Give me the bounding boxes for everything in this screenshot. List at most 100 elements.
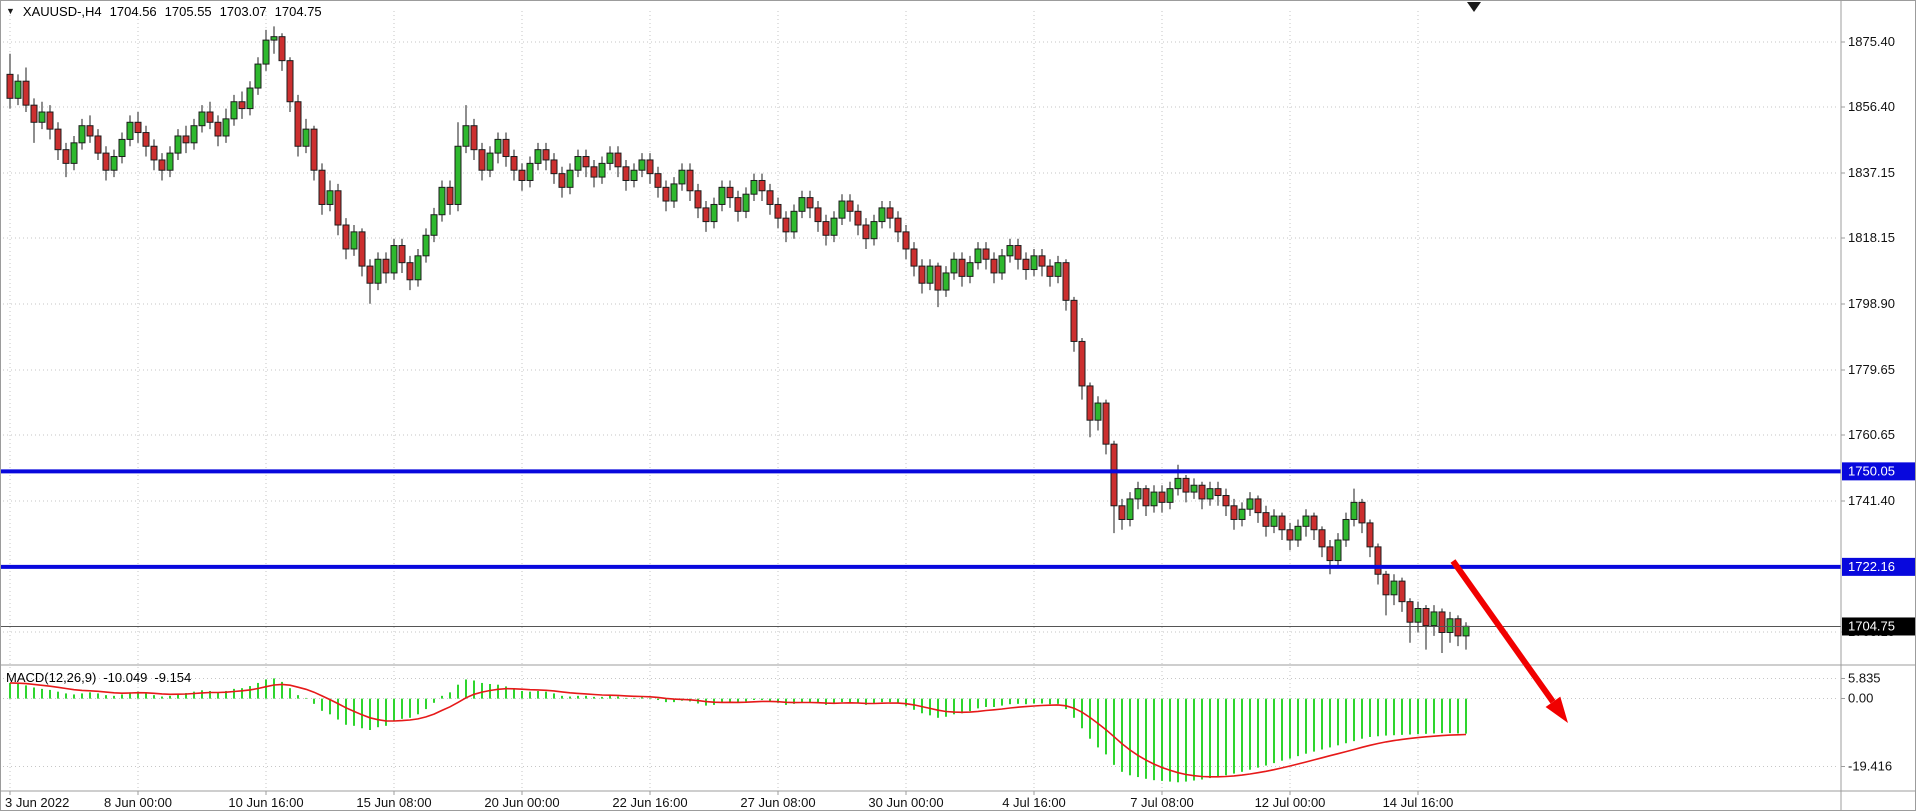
time-tick-label: 8 Jun 00:00: [104, 795, 172, 810]
bear-candle: [502, 138, 510, 158]
bear-candle: [518, 169, 526, 181]
bear-candle: [214, 121, 222, 137]
bull-candle: [166, 152, 174, 171]
bear-candle: [694, 190, 702, 209]
bear-candle: [654, 173, 662, 188]
bear-candle: [582, 156, 590, 168]
bear-candle: [102, 152, 110, 171]
bear-candle: [806, 197, 814, 209]
bear-candle: [766, 190, 774, 205]
bull-candle: [1390, 580, 1398, 596]
bull-candle: [598, 162, 606, 178]
bull-candle: [1054, 262, 1062, 277]
bear-candle: [286, 60, 294, 103]
bear-candle: [382, 258, 390, 274]
bear-candle: [1422, 608, 1430, 627]
bull-candle: [326, 190, 334, 205]
bull-candle: [566, 169, 574, 188]
bear-candle: [822, 221, 830, 236]
bull-candle: [254, 63, 262, 89]
bull-candle: [750, 179, 758, 195]
bull-candle: [1270, 515, 1278, 527]
bear-candle: [1014, 245, 1022, 260]
bear-candle: [22, 80, 30, 106]
bull-candle: [454, 145, 462, 205]
bull-candle: [1190, 484, 1198, 493]
bear-candle: [1118, 505, 1126, 520]
macd-tick-label: 0.00: [1848, 691, 1873, 706]
bear-candle: [918, 265, 926, 284]
time-tick-label: 22 Jun 16:00: [612, 795, 687, 810]
bull-candle: [526, 162, 534, 181]
bull-candle: [878, 207, 886, 223]
bull-candle: [606, 152, 614, 164]
bear-candle: [814, 207, 822, 223]
macd-signal-line: [9, 682, 1467, 778]
symbol-info-bar: ▼ XAUUSD-,H4 1704.56 1705.55 1703.07 170…: [6, 4, 322, 19]
bear-candle: [854, 210, 862, 226]
bear-candle: [1198, 484, 1206, 500]
bear-candle: [1038, 255, 1046, 267]
time-tick-label: 3 Jun 2022: [5, 795, 69, 810]
bull-candle: [1350, 501, 1358, 520]
bull-candle: [270, 36, 278, 41]
bull-candle: [374, 258, 382, 284]
bear-candle: [542, 149, 550, 161]
low-value: 1703.07: [219, 4, 267, 19]
bull-candle: [1150, 491, 1158, 507]
bull-candle: [1246, 498, 1254, 510]
bear-candle: [1214, 488, 1222, 497]
bull-candle: [430, 214, 438, 236]
time-tick-label: 15 Jun 08:00: [356, 795, 431, 810]
bear-candle: [590, 166, 598, 178]
bear-candle: [150, 145, 158, 161]
bear-candle: [510, 156, 518, 171]
macd-tick-label: 5.835: [1848, 670, 1881, 685]
price-tick-label: 1741.40: [1848, 493, 1895, 508]
price-scale-area[interactable]: [1841, 1, 1916, 811]
bear-candle: [406, 262, 414, 281]
macd-tick-label: -19.416: [1848, 758, 1892, 773]
bull-candle: [534, 149, 542, 164]
bull-candle: [1294, 525, 1302, 541]
bear-candle: [982, 248, 990, 260]
time-tick-label: 10 Jun 16:00: [228, 795, 303, 810]
bear-candle: [1326, 546, 1334, 562]
trend-arrow-head[interactable]: [1545, 696, 1568, 723]
price-tick-label: 1856.40: [1848, 99, 1895, 114]
bull-candle: [126, 121, 134, 140]
macd-main-value: -10.049: [103, 670, 148, 685]
price-tick-label: 1875.40: [1848, 34, 1895, 49]
bear-candle: [342, 224, 350, 250]
symbol-dropdown-icon[interactable]: ▼: [6, 6, 15, 16]
bull-candle: [70, 142, 78, 164]
level-price-badge: [1842, 557, 1915, 576]
bull-candle: [1462, 625, 1470, 637]
time-tick-label: 20 Jun 00:00: [484, 795, 559, 810]
bear-candle: [734, 197, 742, 212]
bear-candle: [1318, 529, 1326, 548]
bull-candle: [678, 169, 686, 185]
trend-arrow-line[interactable]: [1450, 559, 1556, 704]
bull-candle: [1126, 498, 1134, 520]
time-scale-area[interactable]: [1, 791, 1841, 811]
bull-candle: [78, 125, 86, 144]
bull-candle: [222, 118, 230, 137]
bull-candle: [1030, 255, 1038, 271]
bull-candle: [486, 152, 494, 171]
bear-candle: [158, 159, 166, 171]
bid-price-badge-label: 1704.75: [1848, 618, 1895, 633]
chart-shift-marker[interactable]: [1467, 2, 1481, 12]
time-tick-label: 12 Jul 00:00: [1255, 795, 1326, 810]
bear-candle: [94, 135, 102, 154]
price-tick-label: 1798.90: [1848, 296, 1895, 311]
bull-candle: [494, 138, 502, 154]
bull-candle: [198, 111, 206, 127]
bear-candle: [1366, 522, 1374, 548]
bear-candle: [1110, 443, 1118, 507]
bear-candle: [86, 125, 94, 137]
bull-candle: [118, 138, 126, 158]
bull-candle: [462, 125, 470, 147]
bear-candle: [1358, 501, 1366, 524]
